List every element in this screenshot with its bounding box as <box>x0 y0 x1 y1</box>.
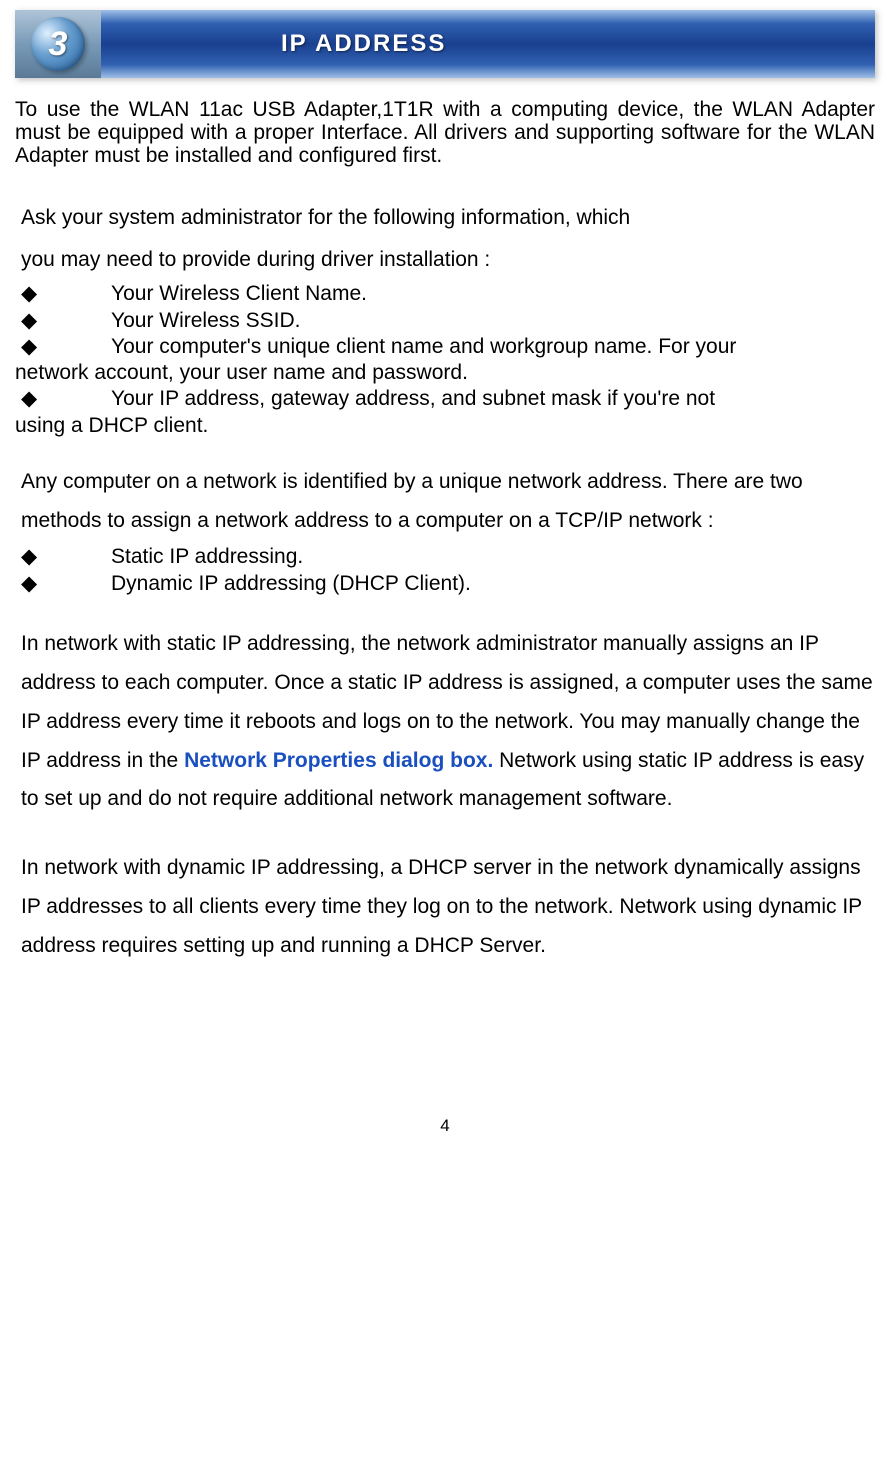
list-item: ◆ Your IP address, gateway address, and … <box>21 386 875 412</box>
bullet-text: Your Wireless SSID. <box>111 308 875 334</box>
bullet-continuation: network account, your user name and pass… <box>15 360 875 386</box>
chapter-number-badge: 3 <box>15 10 101 78</box>
bullet-text: Static IP addressing. <box>111 544 875 570</box>
chapter-number: 3 <box>49 25 68 64</box>
chapter-title-bar: IP ADDRESS <box>101 10 875 78</box>
bullet-text: Your IP address, gateway address, and su… <box>111 386 875 412</box>
diamond-bullet-icon: ◆ <box>21 281 111 307</box>
body-content: Ask your system administrator for the fo… <box>15 197 875 965</box>
diamond-bullet-icon: ◆ <box>21 334 111 360</box>
bullet-text: Your computer's unique client name and w… <box>111 334 875 360</box>
diamond-bullet-icon: ◆ <box>21 386 111 412</box>
bullet-text: Your Wireless Client Name. <box>111 281 875 307</box>
list-item: ◆ Your Wireless Client Name. <box>21 281 875 307</box>
list-item: ◆ Your Wireless SSID. <box>21 308 875 334</box>
static-ip-paragraph: In network with static IP addressing, th… <box>21 625 875 819</box>
bullet-text: Dynamic IP addressing (DHCP Client). <box>111 571 875 597</box>
methods-paragraph: Any computer on a network is identified … <box>21 463 875 541</box>
bullet-list-2: ◆ Static IP addressing. ◆ Dynamic IP add… <box>21 544 875 597</box>
chapter-number-circle: 3 <box>31 17 85 71</box>
page-number: 4 <box>15 1116 875 1136</box>
diamond-bullet-icon: ◆ <box>21 571 111 597</box>
list-item: ◆ Your computer's unique client name and… <box>21 334 875 360</box>
list-item: ◆ Static IP addressing. <box>21 544 875 570</box>
intro-paragraph: To use the WLAN 11ac USB Adapter,1T1R wi… <box>15 98 875 167</box>
bullet-continuation: using a DHCP client. <box>15 413 875 439</box>
diamond-bullet-icon: ◆ <box>21 544 111 570</box>
ask-admin-line2: you may need to provide during driver in… <box>21 239 875 281</box>
chapter-header: 3 IP ADDRESS <box>15 10 875 78</box>
highlight-network-properties: Network Properties dialog box. <box>184 749 493 772</box>
diamond-bullet-icon: ◆ <box>21 308 111 334</box>
chapter-title: IP ADDRESS <box>281 30 446 58</box>
bullet-list-1: ◆ Your Wireless Client Name. ◆ Your Wire… <box>21 281 875 439</box>
dynamic-ip-paragraph: In network with dynamic IP addressing, a… <box>21 849 875 966</box>
list-item: ◆ Dynamic IP addressing (DHCP Client). <box>21 571 875 597</box>
ask-admin-line1: Ask your system administrator for the fo… <box>21 197 875 239</box>
